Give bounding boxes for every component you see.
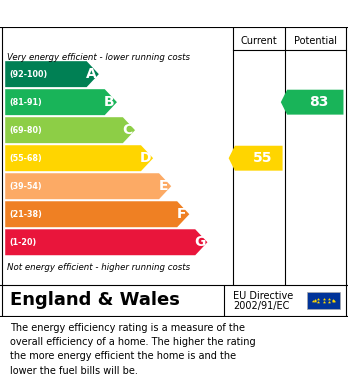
Polygon shape [5, 173, 171, 199]
Text: 55: 55 [252, 151, 272, 165]
Text: EU Directive: EU Directive [233, 291, 293, 301]
Text: England & Wales: England & Wales [10, 291, 180, 309]
Text: (81-91): (81-91) [9, 98, 42, 107]
Polygon shape [229, 146, 283, 170]
Text: (21-38): (21-38) [9, 210, 42, 219]
Text: D: D [140, 151, 151, 165]
Polygon shape [5, 117, 135, 143]
Text: E: E [159, 179, 168, 193]
Polygon shape [5, 89, 117, 115]
Text: Not energy efficient - higher running costs: Not energy efficient - higher running co… [7, 263, 190, 272]
Text: (92-100): (92-100) [9, 70, 48, 79]
FancyBboxPatch shape [307, 292, 340, 310]
Polygon shape [281, 90, 343, 115]
Text: (39-54): (39-54) [9, 182, 42, 191]
Text: (55-68): (55-68) [9, 154, 42, 163]
Text: F: F [177, 207, 187, 221]
Text: G: G [194, 235, 205, 249]
Text: Very energy efficient - lower running costs: Very energy efficient - lower running co… [7, 52, 190, 61]
Polygon shape [5, 229, 207, 255]
Text: Current: Current [241, 36, 278, 46]
Text: (1-20): (1-20) [9, 238, 37, 247]
Polygon shape [5, 145, 153, 171]
Text: Potential: Potential [294, 36, 337, 46]
Text: C: C [122, 123, 133, 137]
Text: (69-80): (69-80) [9, 126, 42, 135]
Text: The energy efficiency rating is a measure of the
overall efficiency of a home. T: The energy efficiency rating is a measur… [10, 323, 256, 376]
Polygon shape [5, 61, 99, 87]
Text: B: B [104, 95, 114, 109]
Text: 83: 83 [309, 95, 329, 109]
Polygon shape [5, 201, 189, 227]
Text: Energy Efficiency Rating: Energy Efficiency Rating [9, 4, 238, 22]
Text: 2002/91/EC: 2002/91/EC [233, 301, 290, 312]
Text: A: A [86, 67, 96, 81]
